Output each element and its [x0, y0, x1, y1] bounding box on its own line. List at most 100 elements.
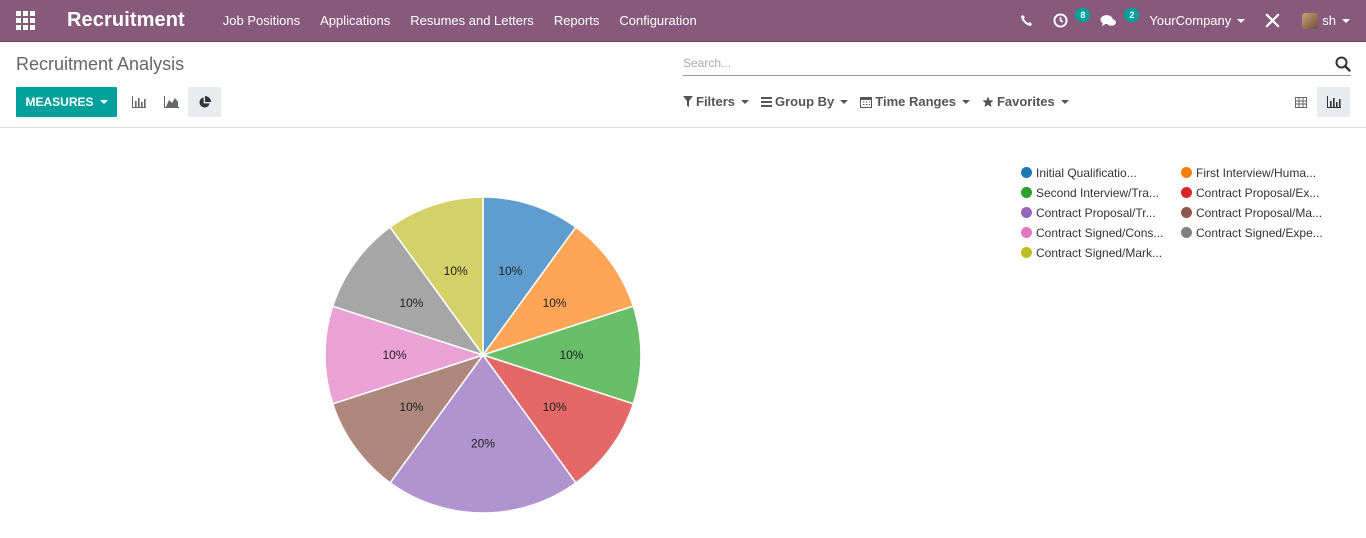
- chart-legend: Initial Qualificatio... First Interview/H…: [1021, 165, 1341, 260]
- search-options: Filters Group By Time Ranges Favorites: [683, 94, 1081, 109]
- legend-label: Contract Proposal/Tr...: [1036, 205, 1156, 220]
- navbar-systray: 8 2 YourCompany sh: [1010, 0, 1366, 42]
- pie-slice[interactable]: [482, 196, 577, 358]
- measures-label: MEASURES: [25, 95, 94, 109]
- bar-chart-icon: [1326, 96, 1341, 108]
- legend-label: Contract Proposal/Ex...: [1196, 185, 1320, 200]
- graph-view-button[interactable]: [1317, 87, 1350, 117]
- apps-grid-icon[interactable]: [0, 0, 50, 42]
- legend-color-dot: [1181, 187, 1192, 198]
- pie-slice-label: 10%: [444, 264, 468, 278]
- pie-slice[interactable]: [331, 226, 485, 357]
- legend-label: Second Interview/Tra...: [1036, 185, 1159, 200]
- pie-slice[interactable]: [481, 353, 635, 484]
- legend-label: Contract Signed/Mark...: [1036, 245, 1163, 260]
- app-title[interactable]: Recruitment: [67, 9, 185, 31]
- time-ranges-label: Time Ranges: [875, 94, 956, 109]
- legend-label: Contract Signed/Cons...: [1036, 225, 1164, 240]
- group-by-dropdown[interactable]: Group By: [761, 94, 849, 109]
- menu-resumes-and-letters[interactable]: Resumes and Letters: [410, 12, 534, 28]
- messages-button[interactable]: 2: [1090, 0, 1140, 42]
- bar-chart-button[interactable]: [122, 87, 155, 117]
- legend-item[interactable]: Contract Signed/Cons...: [1021, 225, 1181, 240]
- chevron-down-icon: [840, 99, 849, 104]
- legend-item[interactable]: Contract Proposal/Ex...: [1181, 185, 1341, 200]
- favorites-label: Favorites: [996, 94, 1055, 109]
- filter-icon: [683, 96, 693, 107]
- legend-color-dot: [1021, 207, 1032, 218]
- search-icon[interactable]: [1335, 56, 1351, 72]
- line-chart-button[interactable]: [155, 87, 188, 117]
- filters-label: Filters: [696, 94, 736, 109]
- legend-item[interactable]: Contract Signed/Mark...: [1021, 245, 1181, 260]
- legend-item[interactable]: Contract Proposal/Tr...: [1021, 205, 1181, 220]
- legend-item[interactable]: Contract Proposal/Ma...: [1181, 205, 1341, 220]
- legend-color-dot: [1021, 227, 1032, 238]
- chat-icon: [1100, 14, 1117, 26]
- measures-button[interactable]: MEASURES: [16, 87, 117, 117]
- legend-color-dot: [1021, 187, 1032, 198]
- menu-applications[interactable]: Applications: [320, 12, 391, 28]
- chart-area: 10% 10% 10% 10% 20% 10% 10% 10% 10% Initial Qual…: [0, 128, 1366, 538]
- star-icon: [982, 96, 994, 107]
- legend-item[interactable]: Initial Qualificatio...: [1021, 165, 1181, 180]
- view-switcher: [1284, 87, 1350, 117]
- pie-slice-label: 10%: [559, 348, 583, 362]
- pie-slice-label: 10%: [399, 400, 423, 414]
- pie-slice-label: 10%: [498, 264, 522, 278]
- pie-slice-label: 20%: [471, 436, 495, 450]
- pie-slice[interactable]: [389, 196, 484, 358]
- activity-count-badge: 8: [1075, 7, 1091, 22]
- legend-item[interactable]: Second Interview/Tra...: [1021, 185, 1181, 200]
- legend-color-dot: [1181, 227, 1192, 238]
- pie-slice-label: 10%: [543, 296, 567, 310]
- user-menu[interactable]: sh: [1290, 12, 1350, 29]
- legend-label: First Interview/Huma...: [1196, 165, 1317, 180]
- menu-reports[interactable]: Reports: [553, 12, 600, 28]
- messages-count-badge: 2: [1124, 7, 1140, 22]
- company-name: YourCompany: [1149, 13, 1232, 28]
- chevron-down-icon: [1237, 18, 1246, 23]
- chart-type-switcher: [122, 87, 221, 117]
- activity-button[interactable]: 8: [1043, 0, 1091, 42]
- legend-color-dot: [1021, 167, 1032, 178]
- pie-slice[interactable]: [480, 305, 642, 405]
- chevron-down-icon: [1342, 18, 1350, 23]
- legend-item[interactable]: Contract Signed/Expe...: [1181, 225, 1341, 240]
- company-switcher[interactable]: YourCompany: [1139, 13, 1255, 28]
- phone-icon[interactable]: [1010, 0, 1043, 42]
- menu-job-positions[interactable]: Job Positions: [222, 12, 301, 28]
- chevron-down-icon: [961, 99, 970, 104]
- legend-color-dot: [1021, 247, 1032, 258]
- debug-tools-icon[interactable]: [1255, 0, 1290, 42]
- chevron-down-icon: [99, 100, 108, 104]
- favorites-dropdown[interactable]: Favorites: [982, 94, 1069, 109]
- legend-label: Contract Signed/Expe...: [1196, 225, 1323, 240]
- pie-slice[interactable]: [481, 226, 635, 357]
- page-title: Recruitment Analysis: [16, 54, 185, 74]
- control-panel: Recruitment Analysis MEASURES Filters Gr…: [0, 42, 1366, 128]
- legend-label: Contract Proposal/Ma...: [1196, 205, 1323, 220]
- avatar: [1302, 12, 1319, 29]
- legend-label: Initial Qualificatio...: [1036, 165, 1137, 180]
- pie-slice-label: 10%: [543, 400, 567, 414]
- clock-icon: [1053, 13, 1068, 28]
- menu-configuration[interactable]: Configuration: [619, 12, 697, 28]
- bars-icon: [761, 96, 773, 107]
- legend-color-dot: [1181, 207, 1192, 218]
- pie-slice[interactable]: [389, 353, 577, 514]
- pie-slice[interactable]: [324, 305, 486, 405]
- calendar-icon: [860, 96, 873, 108]
- filters-dropdown[interactable]: Filters: [683, 94, 750, 109]
- pie-chart: 10% 10% 10% 10% 20% 10% 10% 10% 10%: [324, 196, 642, 514]
- pie-chart-button[interactable]: [188, 87, 221, 117]
- legend-item[interactable]: First Interview/Huma...: [1181, 165, 1341, 180]
- pivot-view-button[interactable]: [1284, 87, 1317, 117]
- chevron-down-icon: [741, 99, 750, 104]
- pie-slice-label: 10%: [399, 296, 423, 310]
- main-menu: Job Positions Applications Resumes and L…: [213, 0, 707, 42]
- search-input[interactable]: [683, 54, 1323, 70]
- pie-slice[interactable]: [331, 353, 485, 484]
- time-ranges-dropdown[interactable]: Time Ranges: [860, 94, 970, 109]
- table-icon: [1294, 96, 1307, 108]
